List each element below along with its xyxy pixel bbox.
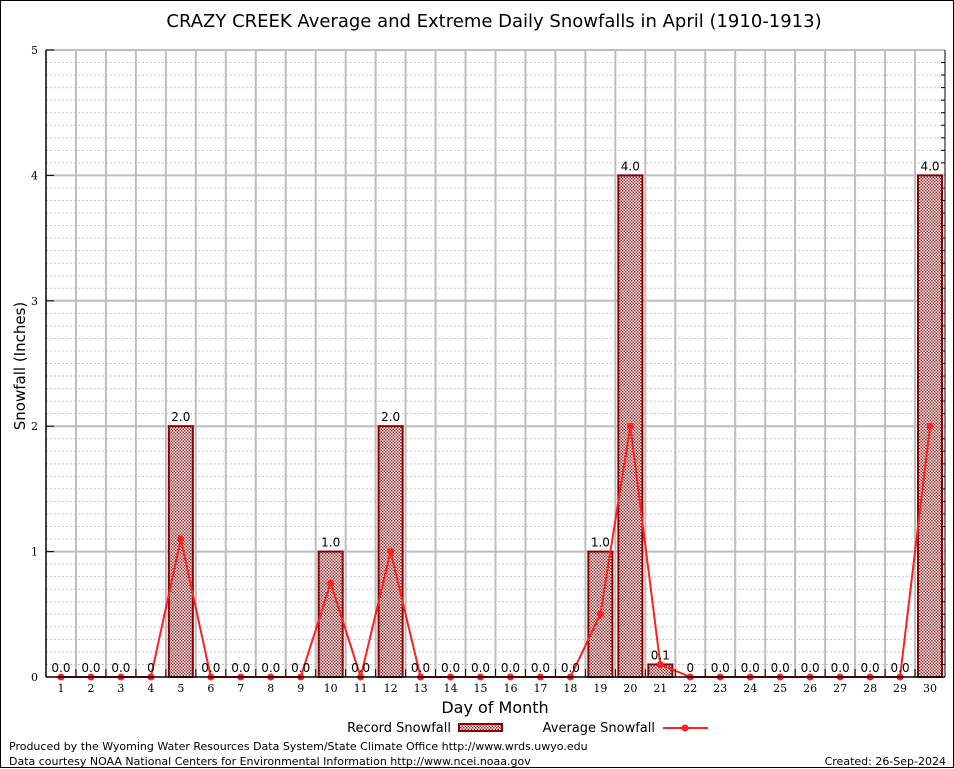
x-tick-label: 24 (743, 682, 757, 695)
y-tick-label: 5 (31, 44, 38, 57)
bar-value-label: 0.0 (741, 661, 760, 675)
average-point (177, 535, 185, 543)
bar-value-label: 0.1 (651, 648, 670, 662)
record-bar (317, 550, 344, 678)
x-tick-label: 12 (384, 682, 398, 695)
x-tick-label: 27 (833, 682, 847, 695)
x-tick-label: 9 (297, 682, 304, 695)
chart-title: CRAZY CREEK Average and Extreme Daily Sn… (166, 11, 821, 32)
bar-value-label: 0.0 (441, 661, 460, 675)
x-tick-label: 26 (803, 682, 817, 695)
x-tick-label: 10 (324, 682, 338, 695)
bar-labels: 0.0 0.0 0.0 0 2.0 0.0 0.0 0.0 0.0 1.0 0.0 2.0 0.0 0.0… (51, 159, 939, 675)
legend: Record Snowfall Average Snowfall (347, 721, 708, 736)
x-tick-label: 15 (474, 682, 488, 695)
x-tick-label: 14 (444, 682, 458, 695)
bar-value-label: 0.0 (501, 661, 520, 675)
average-point (926, 422, 934, 430)
x-tick-label: 11 (354, 682, 368, 695)
x-tick-label: 18 (563, 682, 577, 695)
bar-value-label: 0.0 (891, 661, 910, 675)
bar-value-label: 0.0 (771, 661, 790, 675)
x-tick-label: 20 (623, 682, 637, 695)
bar-value-label: 0.0 (51, 661, 70, 675)
bar-value-label: 0.0 (831, 661, 850, 675)
bar-value-label: 0.0 (531, 661, 550, 675)
y-tick-label: 1 (31, 546, 38, 559)
x-tick-label: 2 (87, 682, 94, 695)
y-tick-label: 0 (31, 671, 38, 684)
x-tick-label: 16 (503, 682, 517, 695)
x-tick-label: 29 (893, 682, 907, 695)
x-tick-label: 1 (57, 682, 64, 695)
x-tick-label: 5 (177, 682, 184, 695)
footer-created: Created: 26-Sep-2024 (825, 755, 946, 768)
bar-value-label: 0.0 (861, 661, 880, 675)
legend-record-label: Record Snowfall (347, 721, 451, 736)
y-tick-label: 2 (31, 420, 38, 433)
bar-value-label: 0.0 (411, 661, 430, 675)
grid (46, 49, 945, 677)
average-point (387, 548, 395, 556)
x-tick-label: 7 (237, 682, 244, 695)
x-tick-label: 13 (414, 682, 428, 695)
x-tick-label: 17 (533, 682, 547, 695)
x-tick-label: 30 (923, 682, 937, 695)
average-point (327, 579, 335, 587)
legend-record-swatch (458, 723, 503, 732)
bar-value-label: 0.0 (351, 661, 370, 675)
bar-value-label: 0.0 (801, 661, 820, 675)
bar-value-label: 0.0 (261, 661, 280, 675)
x-tick-label: 8 (267, 682, 274, 695)
bar-value-label: 2.0 (381, 410, 400, 424)
bar-value-label: 0 (147, 661, 155, 675)
bar-value-label: 0.0 (81, 661, 100, 675)
bar-value-label: 0.0 (231, 661, 250, 675)
x-tick-label: 25 (773, 682, 787, 695)
bar-value-label: 1.0 (321, 536, 340, 550)
bar-value-label: 2.0 (171, 410, 190, 424)
bar-value-label: 0.0 (561, 661, 580, 675)
bar-value-label: 1.0 (591, 536, 610, 550)
bar-value-label: 4.0 (920, 159, 939, 173)
y-axis-label: Snowfall (Inches) (11, 302, 29, 430)
x-tick-label: 22 (683, 682, 697, 695)
x-tick-label: 28 (863, 682, 877, 695)
x-tick-label: 4 (147, 682, 154, 695)
bar-value-label: 0.0 (291, 661, 310, 675)
legend-average-label: Average Snowfall (543, 721, 655, 736)
footer-courtesy: Data courtesy NOAA National Centers for … (9, 755, 531, 768)
bar-value-label: 4.0 (621, 159, 640, 173)
average-point (656, 660, 664, 668)
record-bar (167, 425, 194, 679)
bar-value-label: 0.0 (201, 661, 220, 675)
y-tick-label: 4 (31, 169, 38, 182)
bar-value-label: 0.0 (471, 661, 490, 675)
bar-value-label: 0.0 (111, 661, 130, 675)
y-tick-label: 3 (31, 295, 38, 308)
bar-value-label: 0 (686, 661, 694, 675)
legend-average-marker (681, 724, 689, 732)
x-tick-label: 23 (713, 682, 727, 695)
footer-produced: Produced by the Wyoming Water Resources … (9, 740, 588, 753)
average-point (596, 610, 604, 618)
average-point (626, 422, 634, 430)
x-tick-label: 3 (117, 682, 124, 695)
x-axis-label: Day of Month (441, 698, 548, 717)
x-tick-label: 19 (593, 682, 607, 695)
x-tick-label: 21 (653, 682, 667, 695)
bar-value-label: 0.0 (711, 661, 730, 675)
x-tick-label: 6 (207, 682, 214, 695)
